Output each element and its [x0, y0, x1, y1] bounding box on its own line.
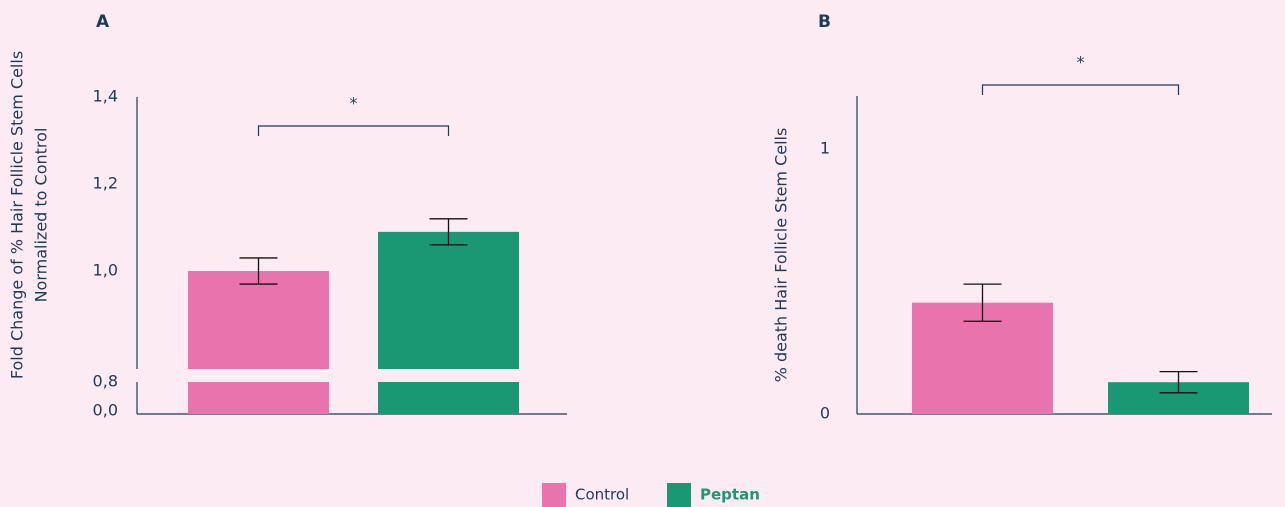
panel-label: A	[96, 12, 110, 32]
y-axis-label: Normalized to Control	[32, 128, 51, 303]
legend-label: Control	[575, 486, 629, 504]
y-tick-label: 1,4	[93, 87, 118, 106]
error-bar	[1159, 370, 1198, 394]
bar-lower	[188, 382, 329, 414]
y-tick-label: 0,0	[93, 401, 118, 420]
bar	[188, 271, 329, 369]
y-axis-label: Fold Change of % Hair Follicle Stem Cell…	[8, 51, 27, 379]
y-tick-label: 1,0	[93, 261, 118, 280]
error-bar	[239, 257, 278, 285]
y-tick-label: 0	[820, 404, 830, 423]
legend-swatch	[542, 483, 566, 507]
y-tick-label: 1,2	[93, 174, 118, 193]
panel-label: B	[818, 12, 831, 32]
significance-bracket	[257, 125, 450, 136]
y-tick-label: 1	[820, 139, 830, 158]
y-axis-label: % death Hair Follicle Stem Cells	[772, 128, 791, 383]
significance-label: *	[350, 94, 358, 113]
legend-swatch	[667, 483, 691, 507]
legend-label: Peptan	[700, 486, 760, 504]
significance-bracket	[981, 84, 1180, 95]
y-tick-label: 0,8	[93, 372, 118, 391]
significance-label: *	[1077, 53, 1085, 72]
error-bar	[963, 283, 1002, 322]
bar-lower	[378, 382, 519, 414]
bar	[378, 231, 519, 369]
error-bar	[429, 218, 468, 246]
